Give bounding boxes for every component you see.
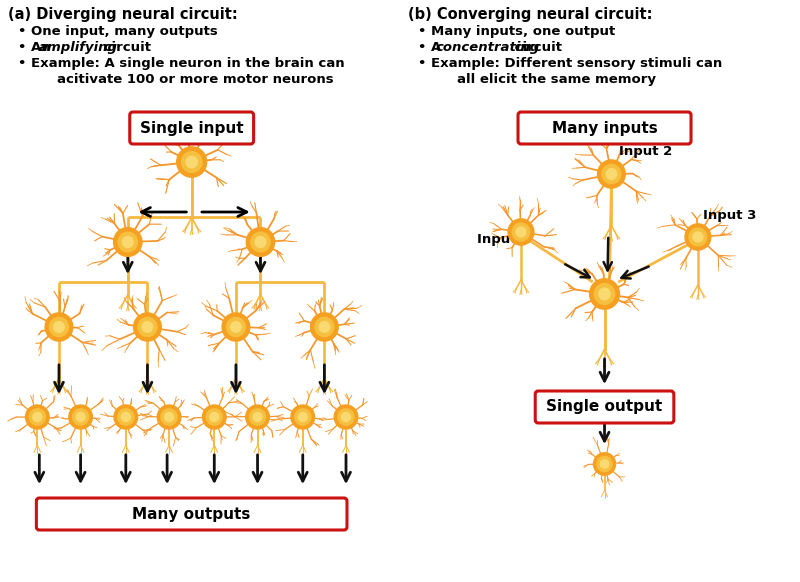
Text: concentrating: concentrating [435, 41, 540, 54]
Circle shape [69, 405, 92, 429]
Circle shape [54, 322, 64, 332]
Circle shape [114, 228, 142, 257]
FancyBboxPatch shape [535, 391, 674, 423]
Text: Many outputs: Many outputs [133, 506, 251, 521]
Circle shape [251, 232, 270, 252]
Circle shape [222, 313, 250, 341]
Text: • Example: Different sensory stimuli can: • Example: Different sensory stimuli can [418, 57, 722, 70]
Text: Single output: Single output [546, 399, 662, 414]
Circle shape [594, 453, 615, 475]
Circle shape [118, 232, 138, 252]
Text: Input 3: Input 3 [703, 208, 756, 222]
Circle shape [253, 413, 262, 421]
Circle shape [158, 405, 181, 429]
Text: Input 2: Input 2 [619, 146, 673, 158]
Circle shape [134, 313, 162, 341]
Circle shape [118, 409, 134, 425]
Circle shape [177, 147, 206, 177]
Circle shape [73, 409, 89, 425]
Text: amplifying: amplifying [38, 41, 118, 54]
Text: • An: • An [18, 41, 55, 54]
Circle shape [342, 413, 350, 421]
Circle shape [30, 409, 46, 425]
Text: circuit: circuit [99, 41, 151, 54]
Circle shape [689, 228, 706, 246]
Circle shape [250, 409, 266, 425]
Circle shape [255, 236, 266, 247]
Circle shape [599, 288, 610, 300]
Circle shape [45, 313, 73, 341]
Circle shape [142, 322, 153, 332]
Circle shape [512, 223, 530, 241]
Text: acitivate 100 or more motor neurons: acitivate 100 or more motor neurons [57, 73, 334, 86]
FancyBboxPatch shape [36, 498, 347, 530]
Circle shape [685, 224, 711, 250]
Text: • One input, many outputs: • One input, many outputs [18, 25, 218, 38]
Text: (b) Converging neural circuit:: (b) Converging neural circuit: [408, 7, 653, 22]
Text: all elicit the same memory: all elicit the same memory [457, 73, 656, 86]
FancyBboxPatch shape [130, 112, 254, 144]
Circle shape [206, 409, 222, 425]
Circle shape [26, 405, 49, 429]
Circle shape [590, 279, 619, 309]
Circle shape [598, 160, 626, 188]
Circle shape [298, 413, 307, 421]
Circle shape [226, 317, 246, 336]
Text: Many inputs: Many inputs [552, 120, 658, 136]
Circle shape [50, 317, 68, 336]
Circle shape [165, 413, 174, 421]
Circle shape [246, 405, 270, 429]
Circle shape [182, 152, 202, 172]
Text: (a) Diverging neural circuit:: (a) Diverging neural circuit: [8, 7, 238, 22]
Circle shape [76, 413, 85, 421]
Circle shape [114, 405, 138, 429]
Circle shape [33, 413, 42, 421]
Text: Input 1: Input 1 [477, 233, 530, 247]
Circle shape [122, 236, 133, 247]
Text: • A: • A [418, 41, 446, 54]
Circle shape [186, 156, 198, 168]
Circle shape [600, 460, 609, 469]
Text: • Many inputs, one output: • Many inputs, one output [418, 25, 615, 38]
Text: Single input: Single input [140, 120, 243, 136]
Circle shape [210, 413, 218, 421]
Circle shape [294, 409, 310, 425]
Text: circuit: circuit [510, 41, 562, 54]
Circle shape [230, 322, 241, 332]
Circle shape [508, 219, 534, 245]
Circle shape [516, 227, 526, 237]
Circle shape [161, 409, 177, 425]
Circle shape [315, 317, 334, 336]
Circle shape [246, 228, 274, 257]
Circle shape [602, 165, 621, 183]
Circle shape [693, 232, 703, 242]
Circle shape [310, 313, 338, 341]
Circle shape [594, 283, 614, 304]
Circle shape [597, 456, 612, 471]
Circle shape [122, 413, 130, 421]
Circle shape [334, 405, 358, 429]
Circle shape [338, 409, 354, 425]
Text: • Example: A single neuron in the brain can: • Example: A single neuron in the brain … [18, 57, 344, 70]
Circle shape [606, 169, 617, 179]
Circle shape [319, 322, 330, 332]
Circle shape [291, 405, 314, 429]
FancyBboxPatch shape [518, 112, 691, 144]
Circle shape [138, 317, 157, 336]
Circle shape [202, 405, 226, 429]
